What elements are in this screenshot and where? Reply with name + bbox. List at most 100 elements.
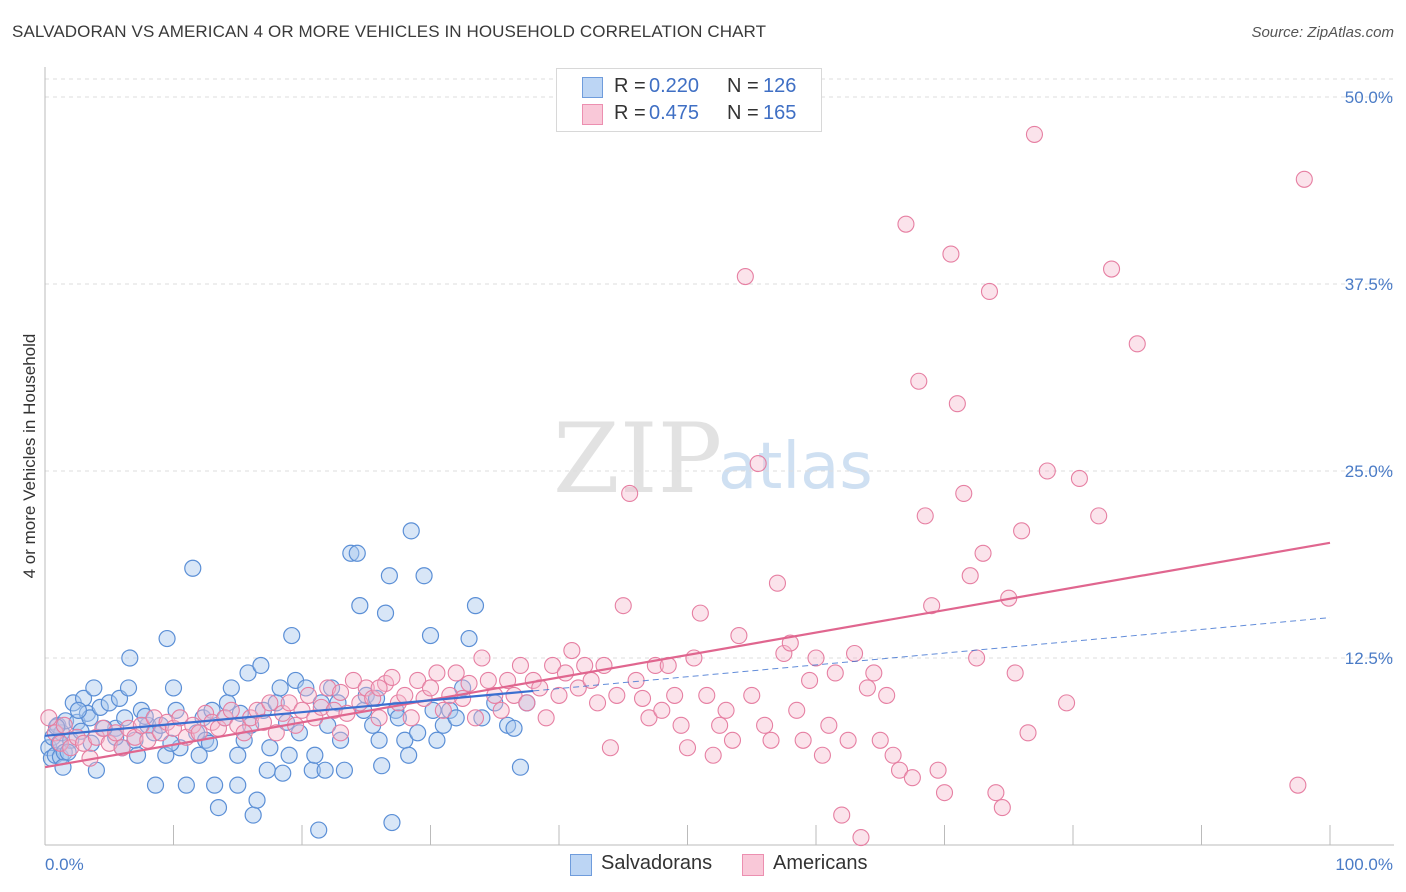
american-point bbox=[601, 739, 619, 757]
american-point bbox=[1013, 522, 1031, 540]
american-point bbox=[730, 627, 748, 645]
grid bbox=[45, 78, 1394, 659]
american-point bbox=[473, 649, 491, 667]
bottom-legend-label: Salvadorans bbox=[601, 852, 713, 874]
american-point bbox=[1103, 260, 1121, 278]
salvadoran-point bbox=[85, 679, 103, 697]
american-point bbox=[428, 664, 446, 682]
salvadoran-point bbox=[190, 746, 208, 764]
american-point bbox=[113, 739, 131, 757]
salvadoran-point bbox=[177, 776, 195, 794]
american-point bbox=[537, 709, 555, 727]
salvadoran-point bbox=[376, 604, 395, 622]
r-label: R = bbox=[614, 75, 646, 97]
american-point bbox=[916, 507, 934, 525]
american-trend-line bbox=[44, 541, 1331, 769]
american-point bbox=[479, 671, 497, 689]
salvadoran-point bbox=[158, 629, 176, 648]
salvadoran-point bbox=[473, 709, 491, 727]
american-point bbox=[897, 215, 915, 233]
american-point bbox=[569, 679, 587, 697]
salvadoran-point bbox=[283, 626, 301, 645]
salvadoran-point bbox=[54, 758, 72, 776]
watermark: ZIP atlas bbox=[553, 403, 873, 515]
salvadoran-point bbox=[121, 649, 139, 667]
r-label: R = bbox=[614, 102, 646, 124]
salvadoran-point bbox=[209, 798, 228, 817]
american-point bbox=[280, 694, 298, 712]
american-point bbox=[1070, 469, 1088, 488]
american-point bbox=[736, 267, 754, 286]
watermark-atlas: atlas bbox=[718, 430, 873, 504]
salvadoran-point bbox=[511, 758, 530, 776]
american-point bbox=[678, 739, 697, 757]
american-point bbox=[968, 649, 986, 667]
salvadoran-point bbox=[274, 764, 292, 782]
american-point bbox=[1289, 776, 1307, 794]
american-point bbox=[839, 731, 857, 749]
salvadoran-point bbox=[252, 656, 270, 675]
x-tick-label: 100.0% bbox=[1335, 855, 1393, 874]
y-tick-label: 12.5% bbox=[1345, 649, 1393, 668]
american-point bbox=[171, 709, 189, 727]
american-point bbox=[460, 674, 478, 692]
american-point bbox=[711, 716, 729, 734]
american-point bbox=[935, 784, 954, 802]
american-point bbox=[666, 686, 684, 704]
salvadoran-point bbox=[184, 559, 202, 577]
salvadoran-point bbox=[389, 709, 407, 727]
american-point bbox=[383, 668, 401, 686]
salvadoran-point bbox=[335, 761, 354, 779]
american-point bbox=[672, 716, 690, 734]
salvadoran-point bbox=[383, 813, 401, 832]
salvadoran-point bbox=[424, 701, 442, 719]
source-credit: Source: ZipAtlas.com bbox=[1251, 24, 1394, 41]
salvadoran-point bbox=[100, 694, 118, 712]
american-point bbox=[499, 671, 517, 689]
american-point bbox=[768, 574, 787, 592]
salvadoran-point bbox=[351, 597, 369, 615]
american-point bbox=[563, 641, 581, 660]
salvadoran-point bbox=[206, 776, 224, 794]
stats-legend: R = 0.220 N = 126 R = 0.475 N = 165 bbox=[556, 68, 822, 132]
american-point bbox=[409, 671, 427, 689]
american-point bbox=[370, 679, 388, 697]
axes bbox=[44, 67, 1394, 846]
american-point bbox=[254, 713, 273, 731]
american-point bbox=[890, 761, 909, 779]
american-swatch bbox=[742, 854, 764, 876]
salvadoran-trend-extension bbox=[533, 617, 1331, 692]
american-point bbox=[421, 679, 440, 697]
salvadoran-point bbox=[380, 567, 398, 585]
american-point bbox=[813, 746, 831, 764]
y-axis-label: 4 or more Vehicles in Household bbox=[20, 334, 39, 579]
american-point bbox=[845, 644, 864, 663]
american-point bbox=[40, 709, 58, 727]
salvadoran-point bbox=[505, 719, 523, 737]
american-point bbox=[544, 656, 562, 675]
salvadoran-point bbox=[306, 746, 324, 764]
salvadoran-point bbox=[400, 746, 418, 764]
american-point bbox=[1295, 170, 1313, 188]
salvadoran-point bbox=[342, 544, 360, 562]
salvadoran-point bbox=[91, 698, 109, 716]
watermark-zip: ZIP bbox=[553, 403, 722, 515]
american-point bbox=[955, 484, 973, 502]
salvadoran-point bbox=[460, 629, 478, 648]
salvadoran-point bbox=[409, 724, 427, 742]
american-point bbox=[447, 664, 465, 682]
american-point bbox=[826, 664, 844, 682]
american-point bbox=[518, 694, 536, 712]
american-point bbox=[434, 701, 452, 719]
bottom-legend-label: Americans bbox=[773, 852, 868, 874]
american-point bbox=[788, 701, 806, 719]
salvadoran-point bbox=[248, 791, 266, 809]
y-tick-label: 50.0% bbox=[1345, 88, 1393, 107]
american-point bbox=[929, 761, 947, 779]
salvadoran-point bbox=[146, 776, 165, 794]
salvadoran-point bbox=[261, 739, 279, 757]
salvadoran-swatch bbox=[582, 77, 603, 98]
n-label: N = bbox=[727, 102, 759, 124]
salvadoran-point bbox=[119, 679, 138, 697]
american-point bbox=[871, 731, 889, 749]
